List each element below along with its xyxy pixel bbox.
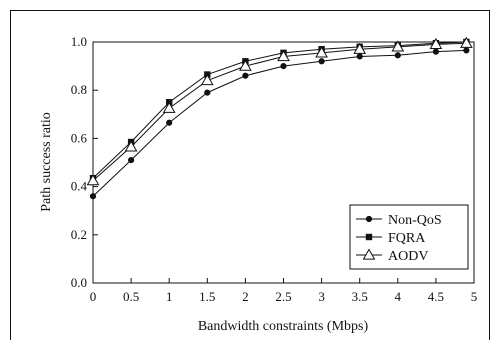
series-layer xyxy=(86,36,473,200)
data-point xyxy=(162,101,176,113)
x-tick-label: 2 xyxy=(242,289,249,304)
data-point xyxy=(242,72,249,79)
x-tick-label: 1.5 xyxy=(199,289,215,304)
x-tick-label: 3 xyxy=(318,289,325,304)
legend-label: AODV xyxy=(388,249,428,264)
y-tick-label: 1.0 xyxy=(71,34,87,49)
x-tick-label: 2.5 xyxy=(275,289,291,304)
x-tick-label: 5 xyxy=(471,289,478,304)
data-point xyxy=(356,53,363,60)
legend-label: Non-QoS xyxy=(388,213,442,228)
x-tick-label: 3.5 xyxy=(352,289,368,304)
data-point xyxy=(429,37,443,50)
data-point xyxy=(124,140,138,152)
data-point xyxy=(432,48,439,55)
y-tick-label: 0.4 xyxy=(71,179,88,194)
data-point xyxy=(463,47,470,54)
data-point xyxy=(200,74,214,86)
legend-marker xyxy=(365,215,373,223)
x-tick-label: 4 xyxy=(395,289,402,304)
series-line xyxy=(92,42,467,181)
y-tick-label: 0.8 xyxy=(71,82,87,97)
legend: Non-QoS FQRA AODV xyxy=(349,204,469,270)
data-point xyxy=(280,63,287,70)
y-tick-label: 0.2 xyxy=(71,227,87,242)
x-tick-label: 1 xyxy=(166,289,173,304)
data-point xyxy=(394,52,401,59)
x-tick-label: 4.5 xyxy=(428,289,444,304)
data-point xyxy=(89,193,97,200)
y-axis: 0.0 0.2 0.4 0.6 0.8 1.0 xyxy=(71,34,98,290)
x-tick-label: 0 xyxy=(90,289,97,304)
data-point xyxy=(460,36,473,48)
legend-marker xyxy=(365,233,373,241)
data-point xyxy=(353,42,367,54)
data-point xyxy=(239,59,252,71)
frame-edge xyxy=(10,316,11,340)
data-point xyxy=(315,46,328,58)
x-axis-title: Bandwidth constraints (Mbps) xyxy=(198,319,369,334)
y-axis-title: Path success ratio xyxy=(39,112,54,212)
x-tick-label: 0.5 xyxy=(123,289,139,304)
data-point xyxy=(391,40,405,52)
x-axis: 0 0.5 1 1.5 2 2.5 3 3.5 4 4.5 5 xyxy=(90,278,478,304)
y-tick-label: 0.0 xyxy=(71,275,87,290)
data-point xyxy=(204,89,211,96)
data-point xyxy=(318,58,325,65)
legend-marker xyxy=(362,248,376,260)
series-aodv xyxy=(86,36,473,186)
legend-label: FQRA xyxy=(388,231,426,246)
data-point xyxy=(166,119,173,126)
data-point xyxy=(128,156,135,164)
series-line xyxy=(92,41,467,179)
y-tick-label: 0.6 xyxy=(71,130,88,145)
series-non-qos xyxy=(89,47,470,200)
data-point xyxy=(86,174,100,186)
data-point xyxy=(277,49,290,62)
